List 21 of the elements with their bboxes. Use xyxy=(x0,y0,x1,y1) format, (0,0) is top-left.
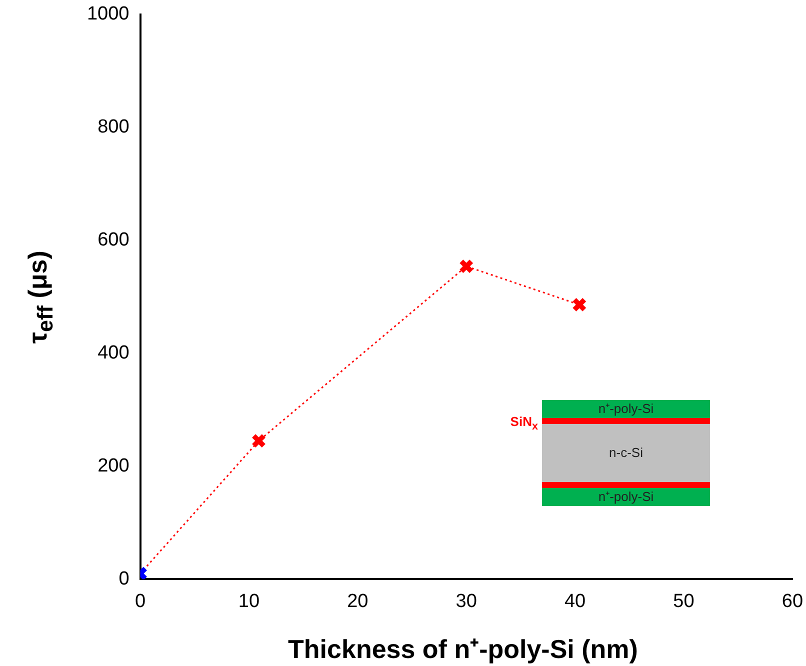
x-tick-label: 40 xyxy=(564,590,586,612)
x-axis-title: Thickness of n⁺-poly-Si (nm) xyxy=(287,633,639,666)
annotation: SiN$_{x}$ xyxy=(510,414,538,433)
layer-stack-diagram: n⁺-poly-Si n-c-Si n⁺-poly-Si xyxy=(542,400,710,506)
y-tick-label: 0 xyxy=(118,568,130,590)
annotation: n⁺-poly-Si xyxy=(542,489,710,505)
x-tick-label: 10 xyxy=(238,590,260,612)
annotation: n-c-Si xyxy=(608,445,644,461)
y-tick-label: 800 xyxy=(98,116,130,138)
point xyxy=(458,258,474,274)
x-tick-label: 30 xyxy=(456,590,477,612)
x-tick-label: 20 xyxy=(347,590,368,612)
y-tick-label: 400 xyxy=(98,342,130,364)
annotation: n⁺-poly-Si xyxy=(542,401,710,417)
y-tick-label: 600 xyxy=(98,230,130,251)
y-tick-label: 200 xyxy=(98,455,130,476)
y-tick-label: 1000 xyxy=(86,4,130,25)
point xyxy=(572,297,587,312)
x-tick-label: 0 xyxy=(134,590,146,612)
x-tick-label: 60 xyxy=(782,590,804,612)
x-tick-label: 50 xyxy=(673,590,694,612)
